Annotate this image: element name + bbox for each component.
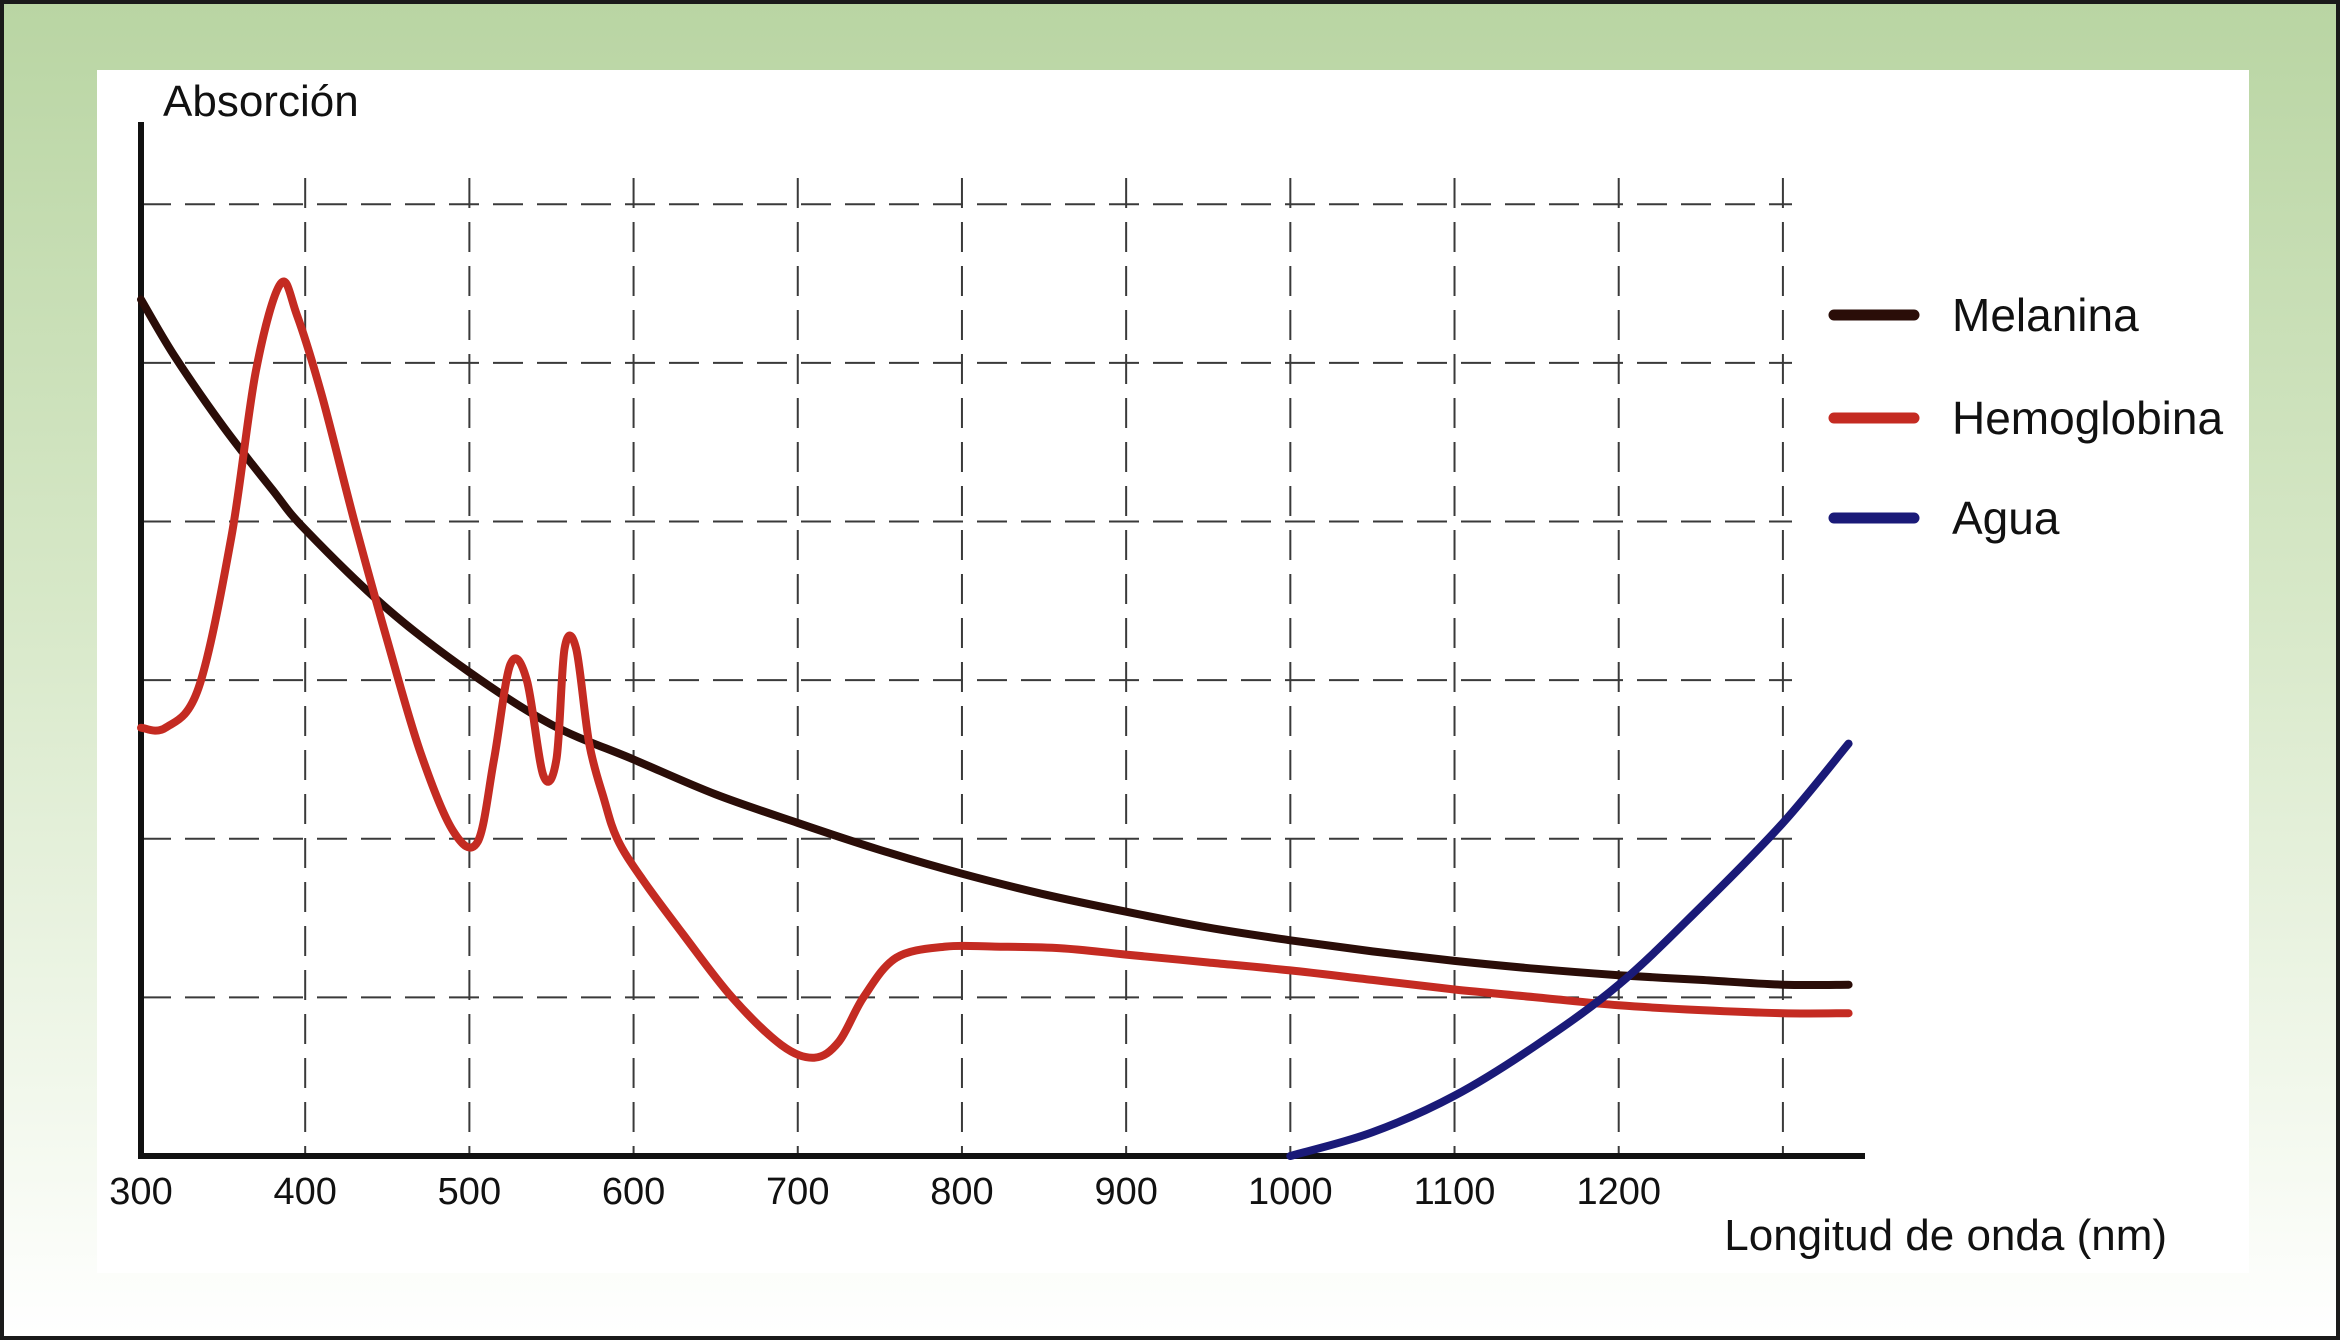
legend-item-hemoglobina: Hemoglobina bbox=[1828, 392, 2223, 444]
x-axis-title: Longitud de onda (nm) bbox=[1724, 1211, 2167, 1260]
chart-panel: 300 400 500 600 700 800 900 1000 1100 1200 Absorc… bbox=[97, 70, 2249, 1273]
legend-label-melanina: Melanina bbox=[1952, 289, 2139, 341]
x-tick-labels: 300 400 500 600 700 800 900 1000 1100 1200 bbox=[109, 1171, 1661, 1213]
x-tick-label-1000: 1000 bbox=[1248, 1171, 1333, 1213]
legend-label-agua: Agua bbox=[1952, 492, 2060, 544]
x-tick-label-900: 900 bbox=[1094, 1171, 1157, 1213]
x-tick-label-300: 300 bbox=[109, 1171, 172, 1213]
x-tick-label-1200: 1200 bbox=[1576, 1171, 1661, 1213]
x-tick-label-800: 800 bbox=[930, 1171, 993, 1213]
legend-item-melanina: Melanina bbox=[1828, 289, 2139, 341]
x-tick-label-400: 400 bbox=[273, 1171, 336, 1213]
series-lines bbox=[137, 277, 1853, 1160]
axes bbox=[138, 122, 1865, 1159]
x-tick-label-1100: 1100 bbox=[1414, 1171, 1496, 1213]
grid bbox=[141, 178, 1792, 1156]
absorption-chart: 300 400 500 600 700 800 900 1000 1100 1200 Absorc… bbox=[109, 77, 2223, 1260]
legend: Melanina Hemoglobina Agua bbox=[1828, 289, 2223, 544]
x-tick-label-600: 600 bbox=[602, 1171, 665, 1213]
x-tick-label-500: 500 bbox=[438, 1171, 501, 1213]
legend-label-hemoglobina: Hemoglobina bbox=[1952, 392, 2223, 444]
series-line-hemoglobina bbox=[137, 277, 1853, 1062]
series-line-melanina bbox=[137, 295, 1853, 990]
x-tick-label-700: 700 bbox=[766, 1171, 829, 1213]
series-line-agua bbox=[1286, 739, 1853, 1160]
y-axis-title: Absorción bbox=[163, 77, 359, 126]
legend-item-agua: Agua bbox=[1828, 492, 2060, 544]
